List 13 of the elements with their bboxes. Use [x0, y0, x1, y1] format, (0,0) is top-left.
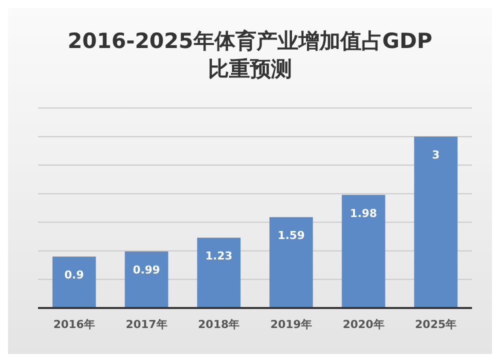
data-label: 1.98	[350, 206, 378, 220]
data-label: 1.23	[205, 250, 232, 263]
data-label: 1.59	[278, 229, 305, 242]
x-tick-label: 2020年	[342, 318, 384, 331]
data-label: 0.9	[64, 268, 84, 282]
chart-title: 2016-2025年体育产业增加值占GDP 比重预测	[68, 29, 432, 81]
data-label: 3	[432, 148, 440, 162]
data-label: 0.99	[132, 263, 160, 276]
x-tick-label: 2018年	[198, 318, 240, 331]
x-tick-label: 2017年	[126, 318, 168, 331]
x-tick-label: 2016年	[53, 318, 95, 331]
x-tick-label: 2019年	[270, 318, 312, 331]
x-tick-label: 2025年	[415, 318, 457, 331]
